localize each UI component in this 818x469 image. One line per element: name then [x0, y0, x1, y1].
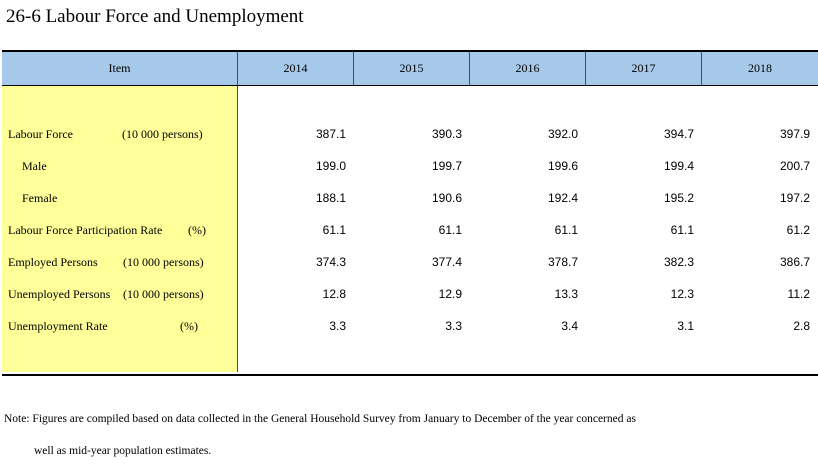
cell-value: 392.0: [547, 127, 578, 141]
footnote-line-1: Note: Figures are compiled based on data…: [4, 413, 636, 425]
table-row: Female 188.1 190.6 192.4 195.2 197.2: [2, 188, 818, 208]
row-unit: (%): [180, 319, 198, 333]
header-year-2016: 2016: [470, 52, 586, 85]
row-label-participation-rate: Labour Force Participation Rate: [8, 223, 163, 237]
cell-value: 2.8: [793, 319, 810, 333]
cell-value: 199.7: [431, 159, 462, 173]
cell-value: 199.0: [315, 159, 346, 173]
cell-value: 190.6: [431, 191, 462, 205]
cell-value: 3.1: [677, 319, 694, 333]
row-label-labour-force: Labour Force: [8, 127, 73, 141]
cell-value: 61.1: [670, 223, 694, 237]
table-row: Employed Persons (10 000 persons) 374.3 …: [2, 252, 818, 272]
cell-value: 61.1: [438, 223, 462, 237]
cell-value: 192.4: [547, 191, 578, 205]
header-year-2017: 2017: [586, 52, 702, 85]
cell-value: 199.4: [663, 159, 694, 173]
row-label-unemployed-persons: Unemployed Persons: [8, 287, 111, 301]
table-row: Unemployed Persons (10 000 persons) 12.8…: [2, 284, 818, 304]
row-label-male: Male: [22, 159, 47, 173]
cell-value: 13.3: [554, 287, 578, 301]
cell-value: 386.7: [779, 255, 810, 269]
row-unit: (%): [188, 223, 206, 237]
header-year-2015: 2015: [354, 52, 470, 85]
cell-value: 3.4: [561, 319, 578, 333]
row-label-employed-persons: Employed Persons: [8, 255, 98, 269]
table-header: Item 2014 2015 2016 2017 2018: [2, 52, 818, 86]
cell-value: 3.3: [445, 319, 462, 333]
header-year-2018: 2018: [748, 61, 772, 75]
cell-value: 377.4: [431, 255, 462, 269]
table-row: Unemployment Rate (%) 3.3 3.3 3.4 3.1 2.…: [2, 316, 818, 336]
cell-value: 11.2: [787, 287, 810, 301]
cell-value: 3.3: [329, 319, 346, 333]
footnote-line-2: well as mid-year population estimates.: [34, 445, 212, 457]
page-title: 26-6 Labour Force and Unemployment: [6, 6, 304, 27]
cell-value: 200.7: [779, 159, 810, 173]
table-row: Labour Force Participation Rate (%) 61.1…: [2, 220, 818, 240]
header-year-2014: 2014: [238, 52, 354, 85]
row-unit: (10 000 persons): [123, 287, 204, 301]
item-column: [2, 86, 238, 372]
cell-value: 61.2: [786, 223, 810, 237]
table-row: Labour Force (10 000 persons) 387.1 390.…: [2, 124, 818, 144]
cell-value: 61.1: [322, 223, 346, 237]
cell-value: 188.1: [315, 191, 346, 205]
data-table: Item 2014 2015 2016 2017 2018 Labour For…: [2, 50, 818, 376]
cell-value: 12.9: [438, 287, 462, 301]
cell-value: 195.2: [663, 191, 694, 205]
cell-value: 382.3: [663, 255, 694, 269]
row-unit: (10 000 persons): [123, 255, 204, 269]
cell-value: 61.1: [554, 223, 578, 237]
cell-value: 199.6: [547, 159, 578, 173]
cell-value: 197.2: [779, 191, 810, 205]
cell-value: 12.3: [670, 287, 694, 301]
cell-value: 12.8: [322, 287, 346, 301]
row-label-unemployment-rate: Unemployment Rate: [8, 319, 108, 333]
row-unit: (10 000 persons): [122, 127, 203, 141]
table-row: Male 199.0 199.7 199.6 199.4 200.7: [2, 156, 818, 176]
cell-value: 390.3: [431, 127, 462, 141]
cell-value: 387.1: [315, 127, 346, 141]
cell-value: 378.7: [547, 255, 578, 269]
header-item: Item: [2, 52, 238, 85]
row-label-female: Female: [22, 191, 58, 205]
cell-value: 374.3: [315, 255, 346, 269]
cell-value: 397.9: [779, 127, 810, 141]
cell-value: 394.7: [663, 127, 694, 141]
